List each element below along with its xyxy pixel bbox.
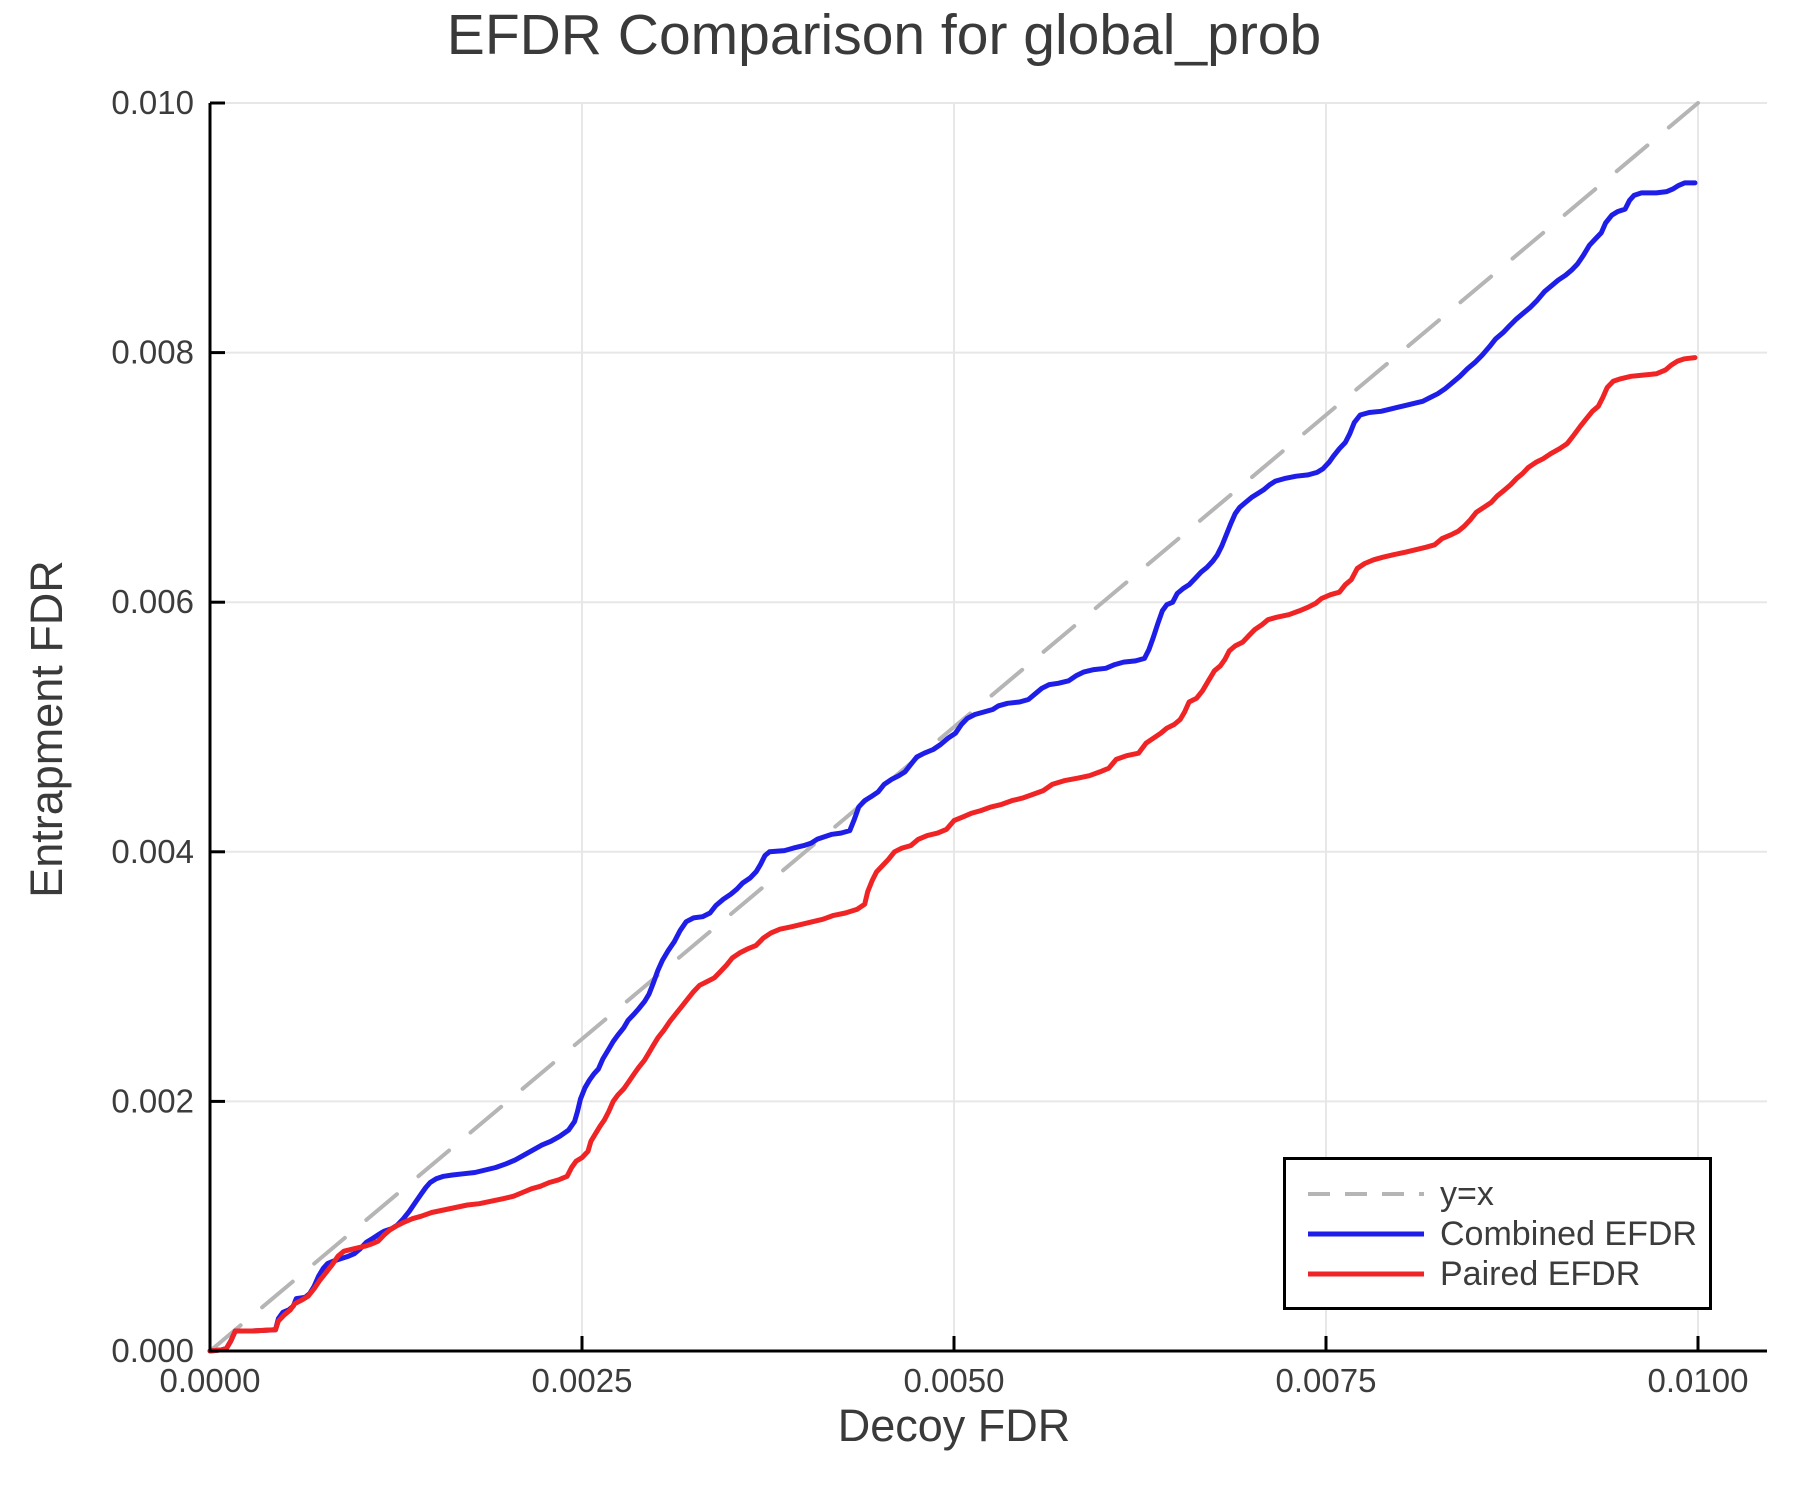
x-tick-label: 0.0000 [160, 1362, 261, 1399]
chart-title: EFDR Comparison for global_prob [446, 3, 1322, 67]
x-tick-label: 0.0025 [532, 1362, 633, 1399]
combined-efdr-line-swatch [1308, 1231, 1424, 1236]
y-tick-label: 0.000 [111, 1332, 194, 1369]
legend-label: y=x [1440, 1174, 1494, 1213]
legend-item-identity: y=x [1306, 1174, 1709, 1214]
series-combined-efdr [207, 180, 1698, 1354]
legend-label: Paired EFDR [1440, 1254, 1641, 1293]
x-tick-label: 0.0100 [1648, 1362, 1749, 1399]
x-axis-label: Decoy FDR [837, 1400, 1071, 1451]
legend-label: Combined EFDR [1440, 1214, 1697, 1253]
y-axis-label: Entrapment FDR [21, 560, 72, 898]
y-tick-label: 0.008 [111, 334, 194, 371]
legend-item-combined-efdr: Combined EFDR [1306, 1214, 1709, 1254]
series-paired-efdr [207, 355, 1698, 1354]
x-tick-label: 0.0075 [1276, 1362, 1377, 1399]
series-yx [208, 101, 1700, 1353]
y-tick-label: 0.004 [111, 833, 194, 870]
paired-efdr-line-swatch [1308, 1271, 1424, 1276]
legend-item-paired-efdr: Paired EFDR [1306, 1254, 1709, 1294]
y-tick-label: 0.006 [111, 583, 194, 620]
y-tick-label: 0.010 [111, 84, 194, 121]
x-tick-label: 0.0050 [904, 1362, 1005, 1399]
y-tick-label: 0.002 [111, 1082, 194, 1119]
identity-line-swatch [1308, 1191, 1424, 1196]
legend: y=x Combined EFDR Paired EFDR [1283, 1157, 1712, 1310]
